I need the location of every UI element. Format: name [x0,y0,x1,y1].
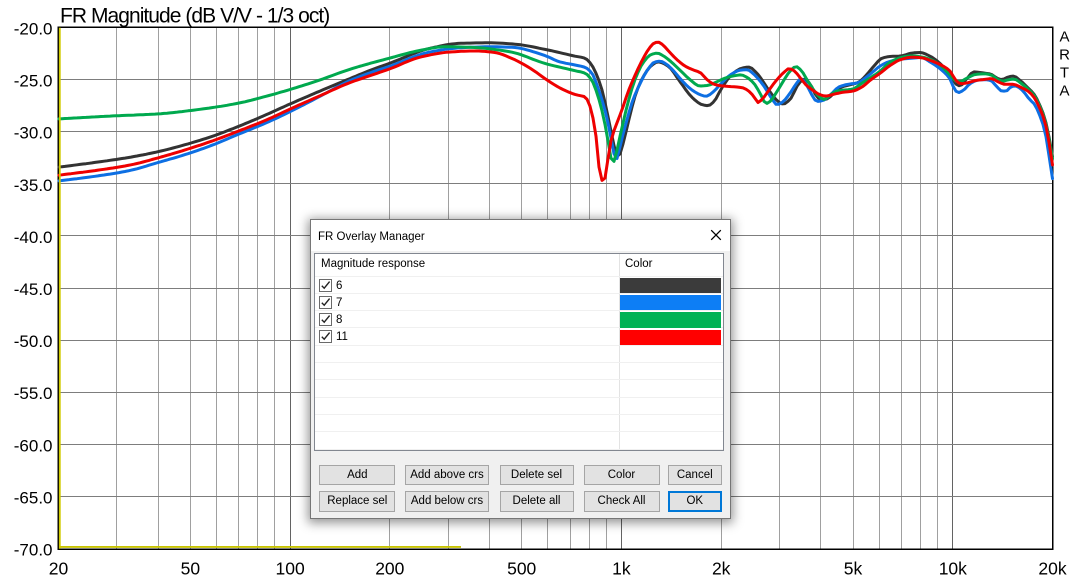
svg-text:-40.0: -40.0 [14,228,53,247]
svg-text:5k: 5k [844,559,863,579]
svg-text:R: R [1059,47,1070,64]
svg-text:500: 500 [507,559,536,579]
svg-text:FR Magnitude (dB V/V - 1/3 oct: FR Magnitude (dB V/V - 1/3 oct) [60,5,329,28]
svg-text:A: A [1059,29,1069,46]
svg-text:-45.0: -45.0 [14,280,53,299]
svg-text:-50.0: -50.0 [14,332,53,351]
svg-text:-20.0: -20.0 [14,20,53,39]
svg-text:-30.0: -30.0 [14,124,53,143]
svg-text:-60.0: -60.0 [14,436,53,455]
svg-text:10k: 10k [939,559,967,579]
svg-text:200: 200 [375,559,404,579]
svg-text:-25.0: -25.0 [14,72,53,91]
svg-text:-70.0: -70.0 [14,541,53,560]
svg-text:A: A [1059,83,1069,100]
svg-text:T: T [1060,65,1069,82]
svg-text:-35.0: -35.0 [14,176,53,195]
svg-text:1k: 1k [612,559,631,579]
svg-text:-65.0: -65.0 [14,488,53,507]
svg-text:2k: 2k [712,559,731,579]
svg-text:-55.0: -55.0 [14,384,53,403]
svg-text:20: 20 [49,559,69,579]
svg-text:50: 50 [181,559,201,579]
svg-text:100: 100 [275,559,304,579]
svg-text:20k: 20k [1038,559,1066,579]
